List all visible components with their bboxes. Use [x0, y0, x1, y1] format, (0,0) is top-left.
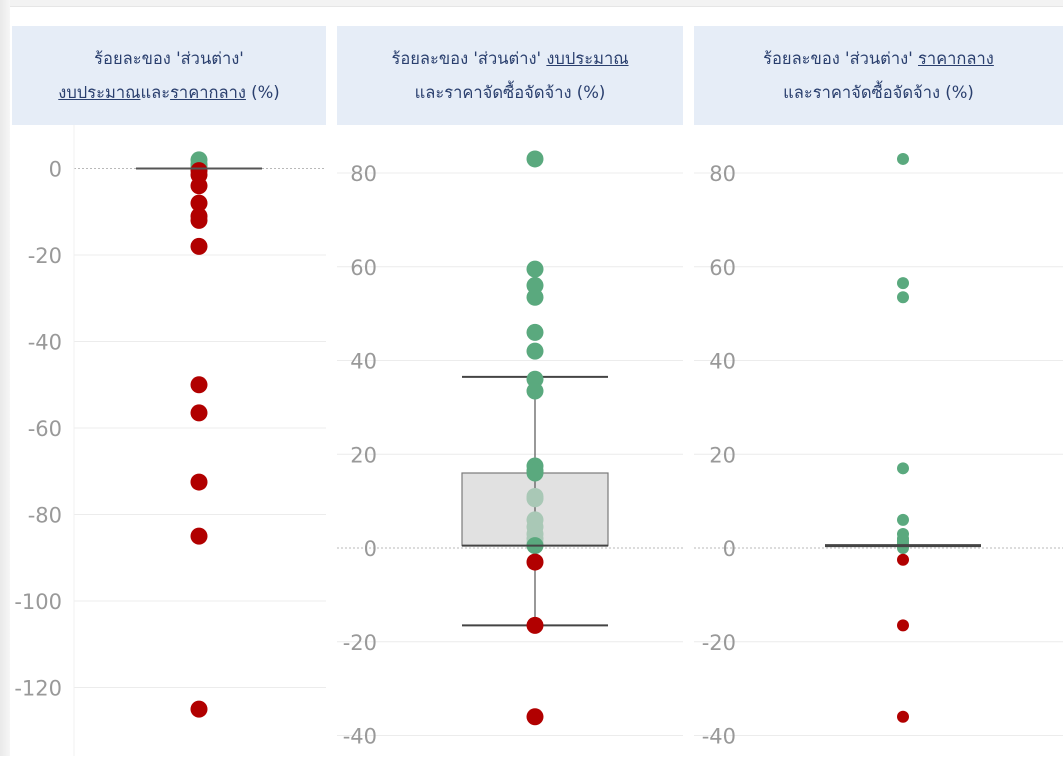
- y-tick-label: 0: [49, 158, 62, 182]
- data-point-negative[interactable]: [190, 376, 208, 394]
- data-point-positive[interactable]: [526, 150, 544, 168]
- header-text: ร้อยละของ 'ส่วนต่าง': [391, 48, 547, 68]
- data-point-positive[interactable]: [526, 382, 544, 400]
- data-point-negative[interactable]: [526, 553, 544, 571]
- data-point-positive[interactable]: [897, 513, 909, 526]
- header-text: ร้อยละของ 'ส่วนต่าง': [94, 48, 244, 68]
- data-point-positive[interactable]: [526, 342, 544, 360]
- data-point-positive[interactable]: [526, 370, 544, 388]
- y-tick-label: 0: [364, 537, 377, 561]
- header-text: และราคาจัดซื้อจัดจ้าง (%): [414, 82, 606, 102]
- data-point-positive[interactable]: [526, 490, 544, 508]
- y-tick-label: -120: [14, 677, 62, 701]
- header-line-2: งบประมาณและราคากลาง (%): [58, 76, 279, 110]
- left-shadow: [0, 0, 10, 756]
- header-text: ร้อยละของ 'ส่วนต่าง': [763, 48, 918, 68]
- header-line-1: ร้อยละของ 'ส่วนต่าง' ราคากลาง: [763, 42, 994, 76]
- data-point-positive[interactable]: [526, 323, 544, 341]
- header-text: และราคาจัดซื้อจัดจ้าง (%): [783, 82, 974, 102]
- panel-header: ร้อยละของ 'ส่วนต่าง' งบประมาณ และราคาจัด…: [337, 26, 683, 125]
- y-tick-label: -20: [343, 631, 377, 655]
- header-link-text[interactable]: งบประมาณ: [546, 48, 629, 68]
- y-tick-label: -80: [28, 504, 62, 528]
- panel-header: ร้อยละของ 'ส่วนต่าง' งบประมาณและราคากลาง…: [12, 26, 326, 125]
- y-tick-label: 60: [709, 256, 736, 280]
- data-point-negative[interactable]: [190, 194, 208, 212]
- header-link-text[interactable]: ราคากลาง: [170, 82, 246, 102]
- y-tick-label: 20: [709, 443, 736, 467]
- header-line-1: ร้อยละของ 'ส่วนต่าง': [94, 42, 244, 76]
- data-point-positive[interactable]: [897, 152, 909, 165]
- box-strip-plot: 80 60 40 20 0 -20 -40: [694, 152, 1063, 749]
- data-point-positive[interactable]: [526, 464, 544, 482]
- data-point-negative[interactable]: [190, 177, 208, 195]
- data-point-positive[interactable]: [526, 277, 544, 294]
- data-point-negative[interactable]: [190, 211, 208, 229]
- y-tick-label: 20: [350, 443, 377, 467]
- top-band: [10, 0, 1063, 8]
- data-point-negative[interactable]: [897, 710, 909, 723]
- data-point-positive[interactable]: [897, 291, 909, 304]
- y-tick-label: -20: [28, 244, 62, 268]
- data-point-negative[interactable]: [190, 527, 208, 545]
- y-tick-label: 60: [350, 256, 377, 280]
- y-tick-label: -20: [702, 631, 736, 655]
- header-line-2: และราคาจัดซื้อจัดจ้าง (%): [783, 76, 974, 110]
- data-point-negative[interactable]: [897, 619, 909, 632]
- data-point-negative[interactable]: [190, 700, 208, 718]
- header-text: และ: [140, 82, 171, 102]
- y-tick-label: -100: [14, 590, 62, 614]
- y-tick-label: -60: [28, 417, 62, 441]
- strip-plot: 0 -20 -40 -60 -80 -100 -120: [14, 125, 326, 756]
- data-point-positive[interactable]: [897, 542, 909, 554]
- y-tick-label: 40: [350, 350, 377, 374]
- data-point-negative[interactable]: [190, 237, 208, 255]
- data-point-negative[interactable]: [526, 708, 544, 726]
- y-tick-label: -40: [702, 725, 736, 749]
- header-text: (%): [245, 82, 280, 102]
- panel-budget-vs-procurement: ร้อยละของ 'ส่วนต่าง' งบประมาณ และราคาจัด…: [337, 26, 683, 756]
- y-tick-label: 0: [723, 537, 736, 561]
- data-point-positive[interactable]: [526, 260, 544, 278]
- y-tick-label: -40: [28, 331, 62, 355]
- data-point-negative[interactable]: [897, 553, 909, 566]
- panel-budget-vs-median: ร้อยละของ 'ส่วนต่าง' งบประมาณและราคากลาง…: [12, 26, 326, 756]
- header-line-2: และราคาจัดซื้อจัดจ้าง (%): [415, 76, 606, 110]
- data-point-negative[interactable]: [190, 404, 208, 422]
- header-link-text[interactable]: ราคากลาง: [918, 48, 994, 68]
- data-point-negative[interactable]: [190, 473, 208, 491]
- header-line-1: ร้อยละของ 'ส่วนต่าง' งบประมาณ: [391, 42, 628, 76]
- data-point-negative[interactable]: [526, 616, 544, 634]
- y-tick-label: 80: [709, 162, 736, 186]
- y-tick-label: 80: [350, 162, 377, 186]
- data-point-positive[interactable]: [897, 277, 909, 290]
- header-link-text[interactable]: งบประมาณ: [58, 82, 141, 102]
- y-tick-label: -40: [343, 725, 377, 749]
- panel-median-vs-procurement: ร้อยละของ 'ส่วนต่าง' ราคากลาง และราคาจัด…: [694, 26, 1063, 756]
- data-point-positive[interactable]: [526, 288, 544, 306]
- box-strip-plot: 80 60 40 20 0 -20 -40: [337, 150, 683, 749]
- data-point-positive[interactable]: [897, 462, 909, 475]
- y-tick-label: 40: [709, 350, 736, 374]
- panel-header: ร้อยละของ 'ส่วนต่าง' ราคากลาง และราคาจัด…: [694, 26, 1063, 125]
